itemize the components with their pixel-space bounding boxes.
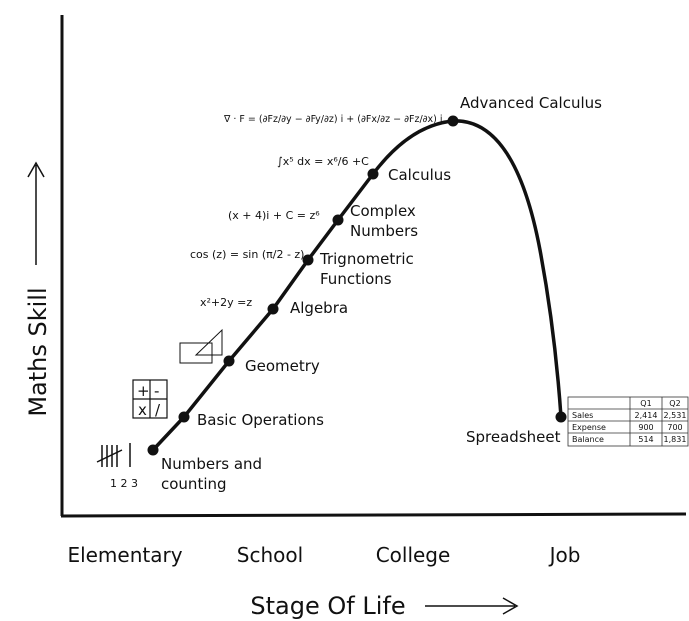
node-label: Advanced Calculus: [460, 94, 602, 112]
node-label: Trignometric: [319, 250, 414, 268]
node-label: Algebra: [290, 299, 348, 317]
x-axis: [61, 514, 686, 516]
node-label: Functions: [320, 270, 392, 288]
node-dot: [148, 445, 159, 456]
node-label: Spreadsheet: [466, 428, 561, 446]
node-label: counting: [161, 475, 227, 493]
x-axis-label: Stage Of Life: [250, 592, 405, 620]
table-cell: Expense: [572, 423, 606, 432]
formula: x: [138, 401, 147, 419]
node-dot: [448, 116, 459, 127]
node-dot: [333, 215, 344, 226]
node-label: Numbers and: [161, 455, 262, 473]
table-header: Q1: [640, 399, 651, 408]
node-dot: [368, 169, 379, 180]
stage-label: School: [237, 543, 303, 567]
node-label: Numbers: [350, 222, 418, 240]
formula: 1 2 3: [110, 477, 138, 490]
node-dot: [224, 356, 235, 367]
formula: /: [155, 401, 161, 419]
table-cell: Balance: [572, 435, 604, 444]
stage-label: Elementary: [67, 543, 182, 567]
node-dot: [268, 304, 279, 315]
y-axis-label: Maths Skill: [24, 287, 52, 416]
formula: -: [154, 382, 159, 400]
diagram: Maths Skill Stage Of Life Elementary Sch…: [0, 0, 689, 621]
table-cell: 514: [638, 435, 653, 444]
tally: [97, 443, 130, 467]
formula: (x + 4)i + C = z⁶: [228, 209, 320, 222]
table-cell: Sales: [572, 411, 593, 420]
stage-label: College: [376, 543, 451, 567]
node-label: Calculus: [388, 166, 451, 184]
y-arrow: [28, 163, 44, 265]
node-label: Basic Operations: [197, 411, 324, 429]
x-arrow: [425, 598, 517, 614]
formula: x²+2y =z: [200, 296, 252, 309]
formula: ∫x⁵ dx = x⁶/6 +C: [277, 155, 369, 168]
table-cell: 900: [638, 423, 653, 432]
table-cell: 2,414: [635, 411, 658, 420]
node-label: Geometry: [245, 357, 320, 375]
table-cell: 1,831: [664, 435, 687, 444]
table-cell: 700: [667, 423, 682, 432]
geometry-sketch: [180, 330, 222, 363]
node-label: Complex: [350, 202, 416, 220]
stage-label: Job: [548, 543, 581, 567]
formula: ∇ · F = (∂Fz/∂y − ∂Fy/∂z) i + (∂Fx/∂z − …: [223, 114, 443, 125]
node-dot: [179, 412, 190, 423]
node-dot: [556, 412, 567, 423]
table-header: Q2: [669, 399, 680, 408]
table-cell: 2,531: [664, 411, 687, 420]
formula: +: [137, 382, 150, 400]
formula: cos (z) = sin (π/2 - z): [190, 248, 304, 261]
